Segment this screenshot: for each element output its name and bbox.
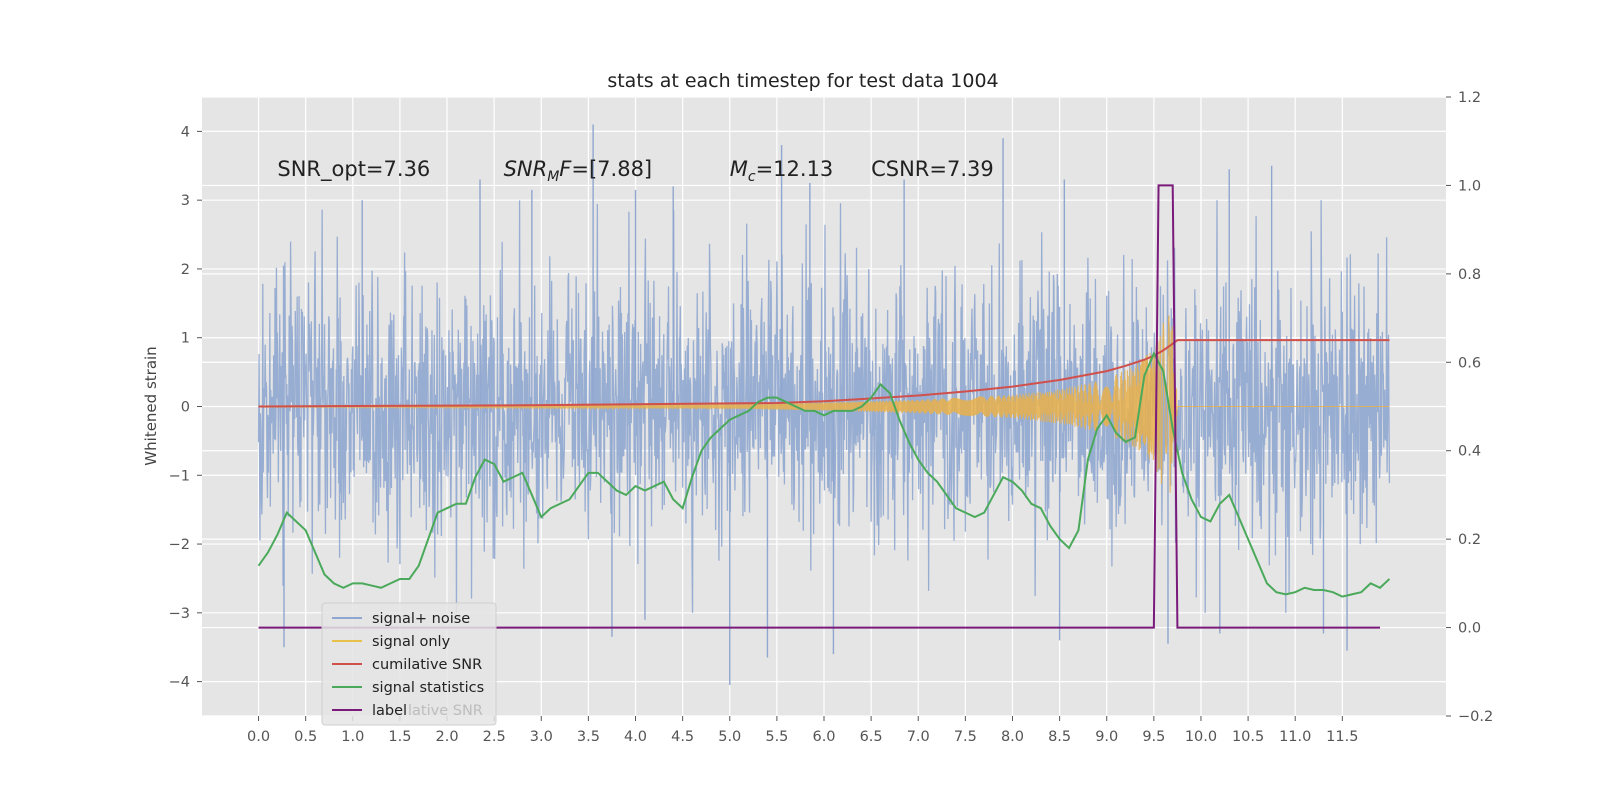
legend-box bbox=[321, 602, 497, 726]
x-tick-label: 0.0 bbox=[247, 729, 270, 745]
chart-title: stats at each timestep for test data 100… bbox=[607, 70, 998, 92]
annotation-snr-opt: SNR_opt=7.36 bbox=[277, 157, 430, 182]
y2-tick-label: 1.2 bbox=[1458, 90, 1481, 106]
y-tick-label: −1 bbox=[169, 468, 190, 484]
x-tick-label: 8.0 bbox=[1001, 729, 1024, 745]
y-axis-label: Whitened strain bbox=[142, 346, 160, 465]
annotation-csnr: CSNR=7.39 bbox=[871, 157, 994, 181]
x-tick-label: 9.5 bbox=[1142, 729, 1165, 745]
annotation-snr-mf: SNRMF=[7.88] bbox=[504, 157, 653, 185]
annotation-mc: Mc=12.13 bbox=[730, 157, 834, 185]
y-tick-label: 0 bbox=[181, 400, 190, 416]
series-signal-noise-line bbox=[257, 200, 1391, 613]
y-tick-label: 1 bbox=[181, 331, 190, 347]
annotation-snr-mf-main: SNR bbox=[504, 157, 548, 181]
x-tick-label: 5.5 bbox=[765, 729, 788, 745]
x-tick-label: 0.5 bbox=[294, 729, 317, 745]
y-tick-label: 3 bbox=[181, 193, 190, 209]
legend-label: label bbox=[372, 703, 407, 719]
legend-ghost-text: lative SNR bbox=[408, 703, 483, 719]
x-tick-label: 1.5 bbox=[388, 729, 411, 745]
annotation-snr-mf-value: =[7.88] bbox=[571, 157, 652, 181]
y2-tick-label: 0.4 bbox=[1458, 444, 1481, 460]
legend: signal+ noise signal only cumilative SNR si… bbox=[321, 602, 497, 726]
x-tick-label: 3.0 bbox=[530, 729, 553, 745]
y-tick-label: −2 bbox=[169, 537, 190, 553]
series-signal-statisticsline bbox=[257, 351, 1391, 598]
x-tick-label: 11.5 bbox=[1326, 729, 1358, 745]
x-tick-label: 2.0 bbox=[435, 729, 458, 745]
annotation-mc-main: M bbox=[730, 157, 748, 181]
x-tick-label: 11.0 bbox=[1279, 729, 1311, 745]
x-tick-label: 4.5 bbox=[671, 729, 694, 745]
annotation-mc-sub: c bbox=[748, 169, 756, 185]
axes-layer: 0.0 0.5 1.0 1.5 2.0 2.5 3.0 3.5 4.0 4.5 5.0 5.5 6.0 6… bbox=[169, 90, 1494, 745]
annotation-snr-mf-sub: M bbox=[547, 169, 559, 185]
x-tick-label: 10.0 bbox=[1185, 729, 1217, 745]
x-tick-label: 9.0 bbox=[1095, 729, 1118, 745]
legend-label: signal statistics bbox=[372, 680, 484, 696]
y-tick-label: −4 bbox=[169, 675, 190, 691]
legend-label: signal+ noise bbox=[372, 611, 470, 627]
y2-tick-label: −0.2 bbox=[1458, 709, 1493, 725]
y2-tick-label: 0.8 bbox=[1458, 267, 1481, 283]
x-tick-label: 7.0 bbox=[907, 729, 930, 745]
y2-tick-label: 1.0 bbox=[1458, 178, 1481, 194]
x-tick-label: 6.5 bbox=[860, 729, 883, 745]
y-tick-label: −3 bbox=[169, 606, 190, 622]
x-tick-label: 10.5 bbox=[1232, 729, 1264, 745]
x-tick-label: 7.5 bbox=[954, 729, 977, 745]
x-tick-label: 1.0 bbox=[341, 729, 364, 745]
y-tick-label: 2 bbox=[181, 262, 190, 278]
x-tick-label: 5.0 bbox=[718, 729, 741, 745]
series-signal-only-line bbox=[258, 315, 1390, 493]
series-layer bbox=[257, 124, 1391, 686]
x-tick-label: 2.5 bbox=[483, 729, 506, 745]
x-tick-label: 8.5 bbox=[1048, 729, 1071, 745]
legend-label: signal only bbox=[372, 634, 451, 650]
y-tick-label: 4 bbox=[181, 124, 190, 140]
annotation-layer: SNR_opt=7.36 SNRMF=[7.88] Mc=12.13 CSNR=7.3… bbox=[277, 157, 993, 185]
y2-tick-label: 0.6 bbox=[1458, 355, 1481, 371]
x-tick-label: 4.0 bbox=[624, 729, 647, 745]
x-tick-label: 3.5 bbox=[577, 729, 600, 745]
series-labelline bbox=[258, 184, 1381, 629]
y2-tick-label: 0.2 bbox=[1458, 532, 1481, 548]
annotation-mc-value: =12.13 bbox=[756, 157, 834, 181]
x-tick-label: 6.0 bbox=[812, 729, 835, 745]
y2-tick-label: 0.0 bbox=[1458, 621, 1481, 637]
legend-label: cumilative SNR bbox=[372, 657, 482, 673]
annotation-snr-mf-f: F bbox=[559, 157, 572, 181]
